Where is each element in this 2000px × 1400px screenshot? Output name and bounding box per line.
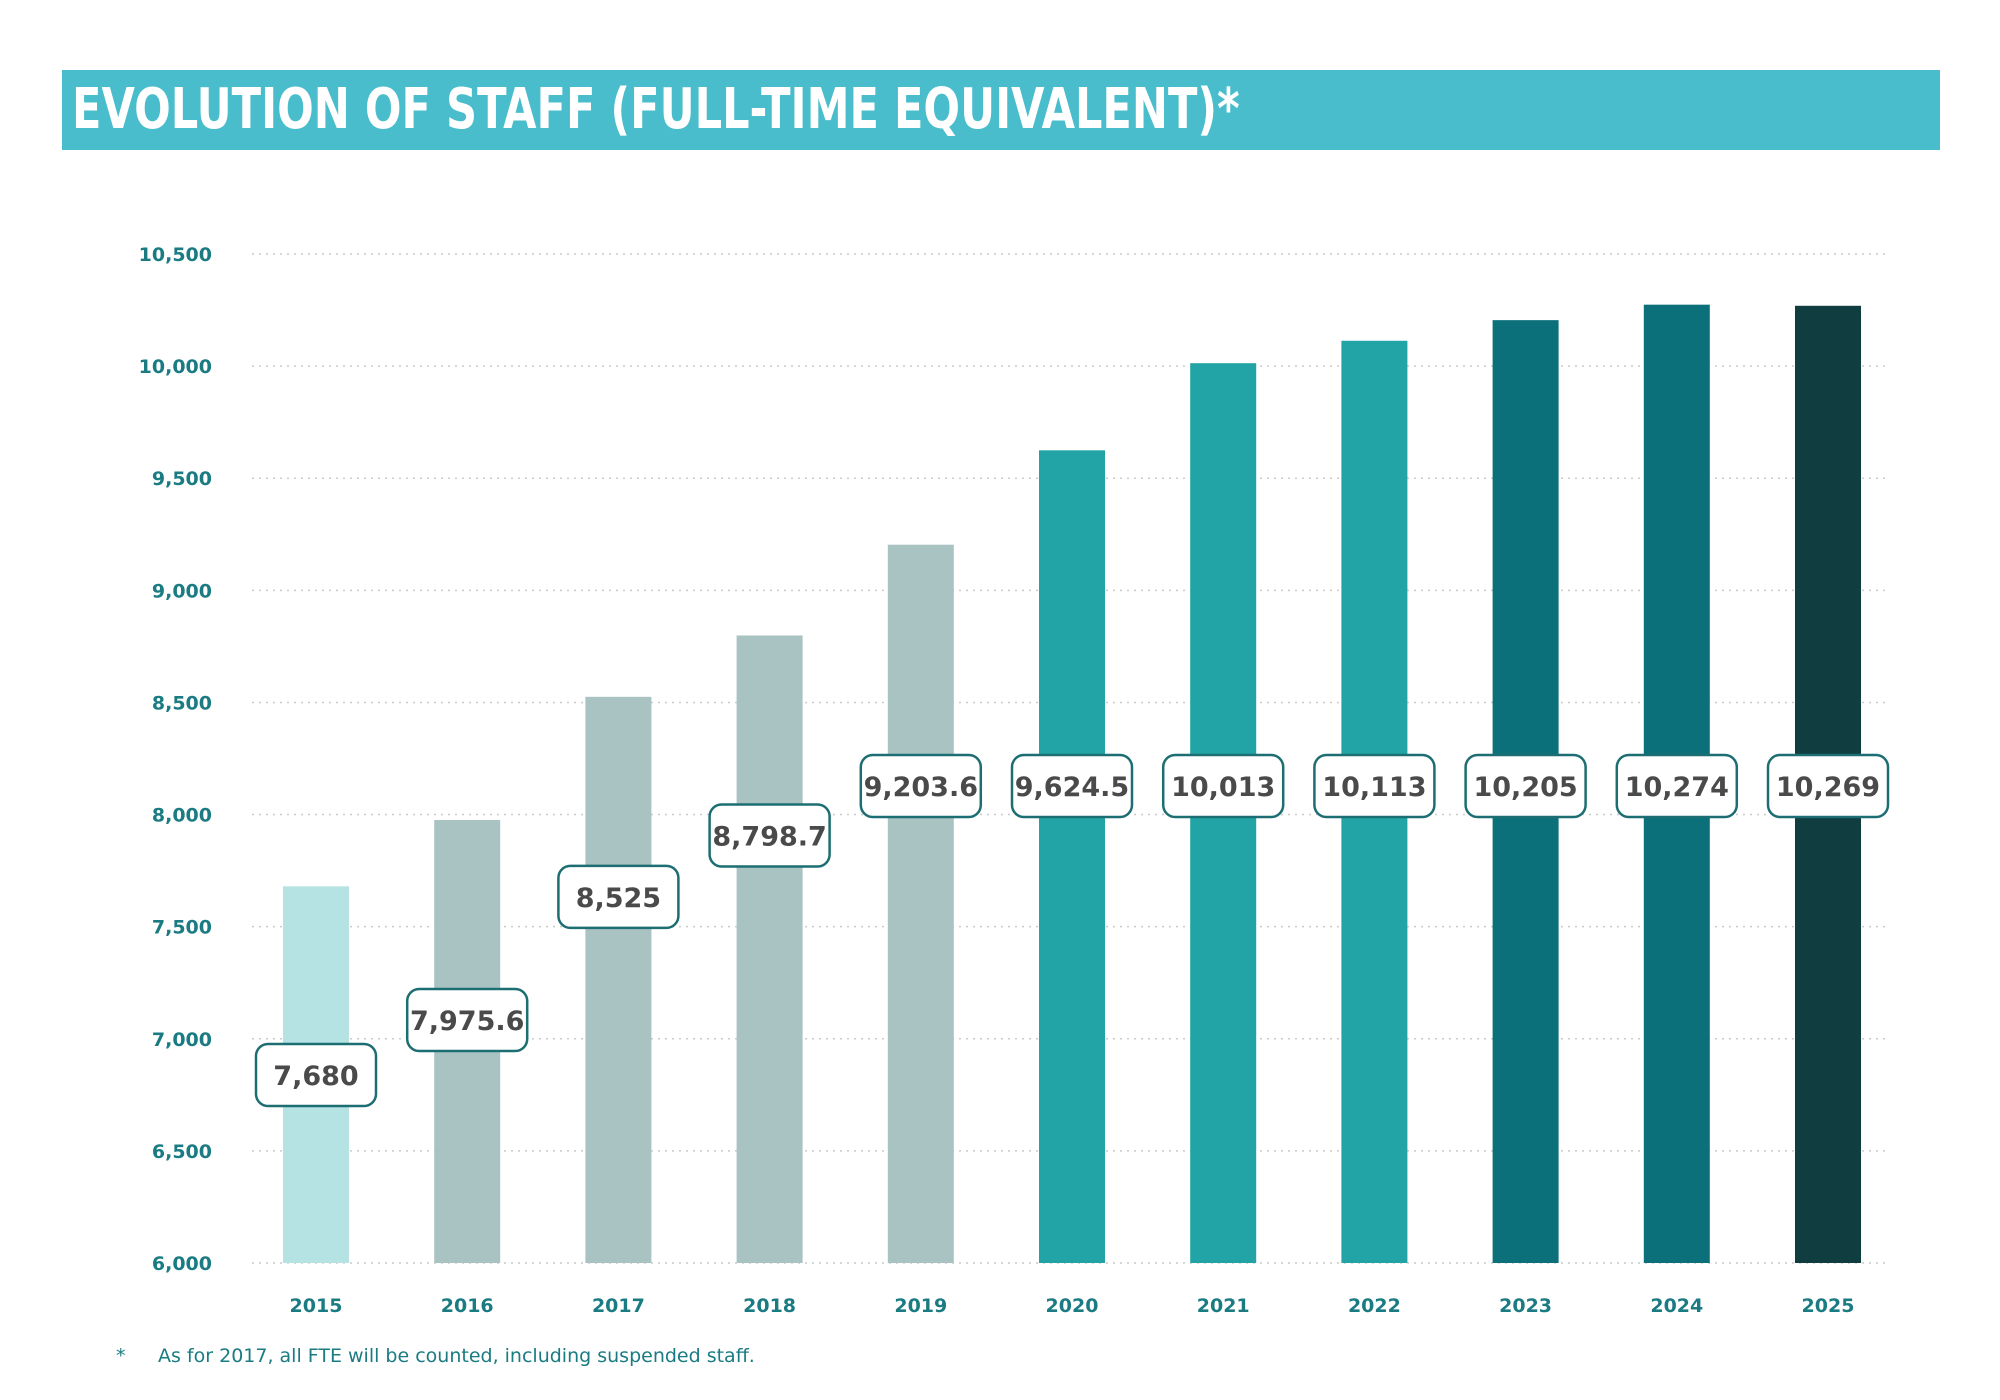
- data-label: 10,113: [1322, 772, 1426, 803]
- x-tick-label: 2020: [1046, 1295, 1099, 1317]
- y-tick-label: 9,000: [152, 580, 212, 602]
- data-label-box: [708, 803, 831, 868]
- x-tick-label: 2025: [1802, 1295, 1855, 1317]
- chart-title: EVOLUTION OF STAFF (FULL-TIME EQUIVALENT…: [72, 77, 1240, 142]
- footnote: * As for 2017, all FTE will be counted, i…: [116, 1345, 755, 1367]
- y-tick-label: 7,500: [152, 917, 212, 939]
- data-label: 7,975.6: [410, 1006, 524, 1037]
- data-label: 8,798.7: [712, 821, 826, 852]
- bar: [887, 544, 954, 1263]
- data-label-box: [1010, 753, 1134, 819]
- y-tick-label: 6,500: [152, 1141, 212, 1163]
- x-tick-label: 2022: [1348, 1295, 1401, 1317]
- data-label: 10,274: [1625, 772, 1729, 803]
- x-tick-label: 2023: [1499, 1295, 1552, 1317]
- x-tick-label: 2019: [894, 1295, 947, 1317]
- data-label-box: [1161, 753, 1285, 819]
- x-tick-label: 2015: [290, 1295, 343, 1317]
- data-label-box: [1766, 753, 1890, 819]
- data-label-box: [405, 987, 529, 1053]
- title-band: EVOLUTION OF STAFF (FULL-TIME EQUIVALENT…: [62, 70, 1940, 150]
- x-tick-label: 2016: [441, 1295, 494, 1317]
- footnote-marker: *: [116, 1345, 126, 1367]
- footnote-text: As for 2017, all FTE will be counted, in…: [158, 1345, 755, 1367]
- data-label: 10,269: [1776, 772, 1880, 803]
- y-tick-label: 9,500: [152, 468, 212, 490]
- y-tick-label: 10,000: [139, 356, 212, 378]
- y-tick-label: 6,000: [152, 1253, 212, 1275]
- y-tick-label: 8,500: [152, 692, 212, 714]
- data-label: 9,203.6: [864, 772, 978, 803]
- x-tick-label: 2021: [1197, 1295, 1250, 1317]
- bar: [585, 696, 652, 1263]
- x-tick-label: 2018: [743, 1295, 796, 1317]
- y-tick-label: 8,000: [152, 805, 212, 827]
- data-label: 9,624.5: [1015, 772, 1129, 803]
- y-tick-label: 7,000: [152, 1029, 212, 1051]
- data-label-box: [1464, 753, 1587, 819]
- data-label-box: [557, 864, 680, 930]
- data-label-box: [859, 753, 983, 819]
- data-label: 7,680: [273, 1061, 358, 1092]
- data-label: 8,525: [576, 883, 661, 914]
- y-tick-label: 10,500: [139, 244, 212, 266]
- data-label-box: [1313, 753, 1436, 819]
- x-tick-label: 2024: [1650, 1295, 1703, 1317]
- data-label-box: [1615, 753, 1739, 819]
- bar: [736, 635, 803, 1263]
- data-label: 10,013: [1171, 772, 1275, 803]
- data-label: 10,205: [1473, 772, 1577, 803]
- data-label-box: [254, 1042, 378, 1108]
- x-tick-label: 2017: [592, 1295, 645, 1317]
- bar: [1039, 450, 1105, 1264]
